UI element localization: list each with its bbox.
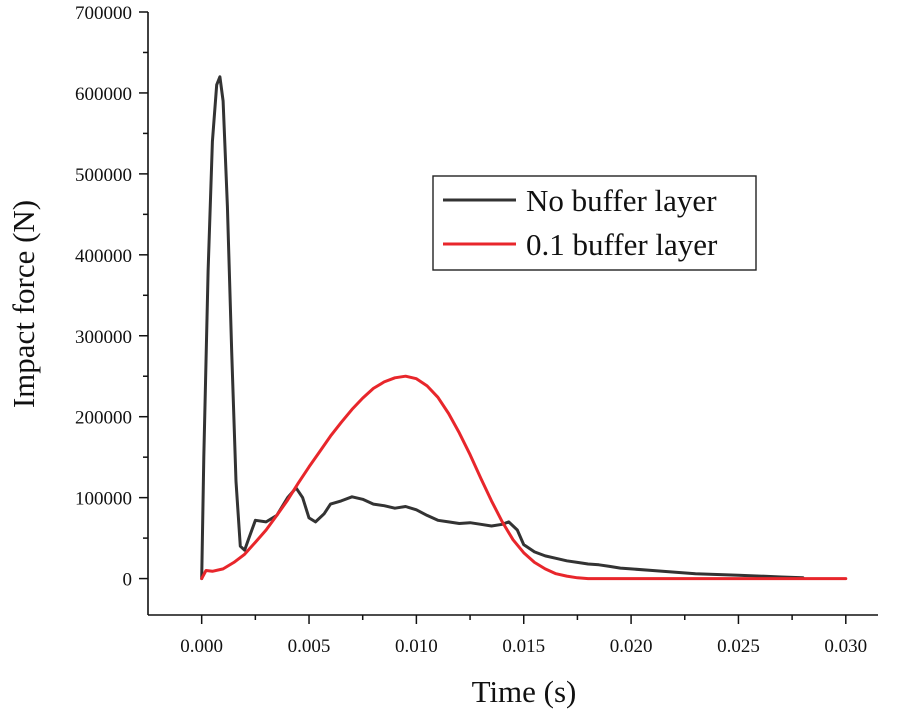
x-tick-label: 0.005 (288, 636, 331, 657)
x-tick-label: 0.025 (717, 636, 760, 657)
y-axis-title: Impact force (N) (6, 200, 41, 408)
y-ticks: 0 100000 200000 300000 400000 500000 600000 700… (75, 3, 148, 591)
legend: No buffer layer 0.1 buffer layer (432, 175, 757, 271)
y-tick-label: 300000 (75, 327, 132, 348)
series-line-no-buffer (200, 75, 805, 581)
legend-label-no-buffer: No buffer layer (526, 183, 717, 218)
y-tick-label: 0 (123, 570, 133, 591)
x-tick-label: 0.000 (180, 636, 223, 657)
legend-label-buffer: 0.1 buffer layer (526, 227, 718, 262)
plot-series (200, 75, 848, 581)
series-line-buffer (200, 374, 848, 581)
x-tick-label: 0.030 (824, 636, 867, 657)
legend-box (432, 175, 757, 271)
x-axis-title: Time (s) (472, 674, 577, 709)
y-tick-label: 600000 (75, 84, 132, 105)
x-ticks: 0.000 0.005 0.010 0.015 0.020 0.025 0.030 (180, 615, 867, 657)
x-tick-label: 0.010 (395, 636, 438, 657)
y-tick-label: 400000 (75, 246, 132, 267)
x-tick-label: 0.020 (610, 636, 653, 657)
y-tick-label: 100000 (75, 489, 132, 510)
y-tick-label: 200000 (75, 408, 132, 429)
y-tick-label: 500000 (75, 165, 132, 186)
y-tick-label: 700000 (75, 3, 132, 24)
x-tick-label: 0.015 (502, 636, 545, 657)
